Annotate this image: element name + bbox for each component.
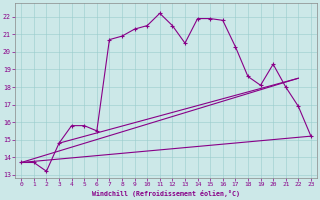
X-axis label: Windchill (Refroidissement éolien,°C): Windchill (Refroidissement éolien,°C)	[92, 190, 240, 197]
